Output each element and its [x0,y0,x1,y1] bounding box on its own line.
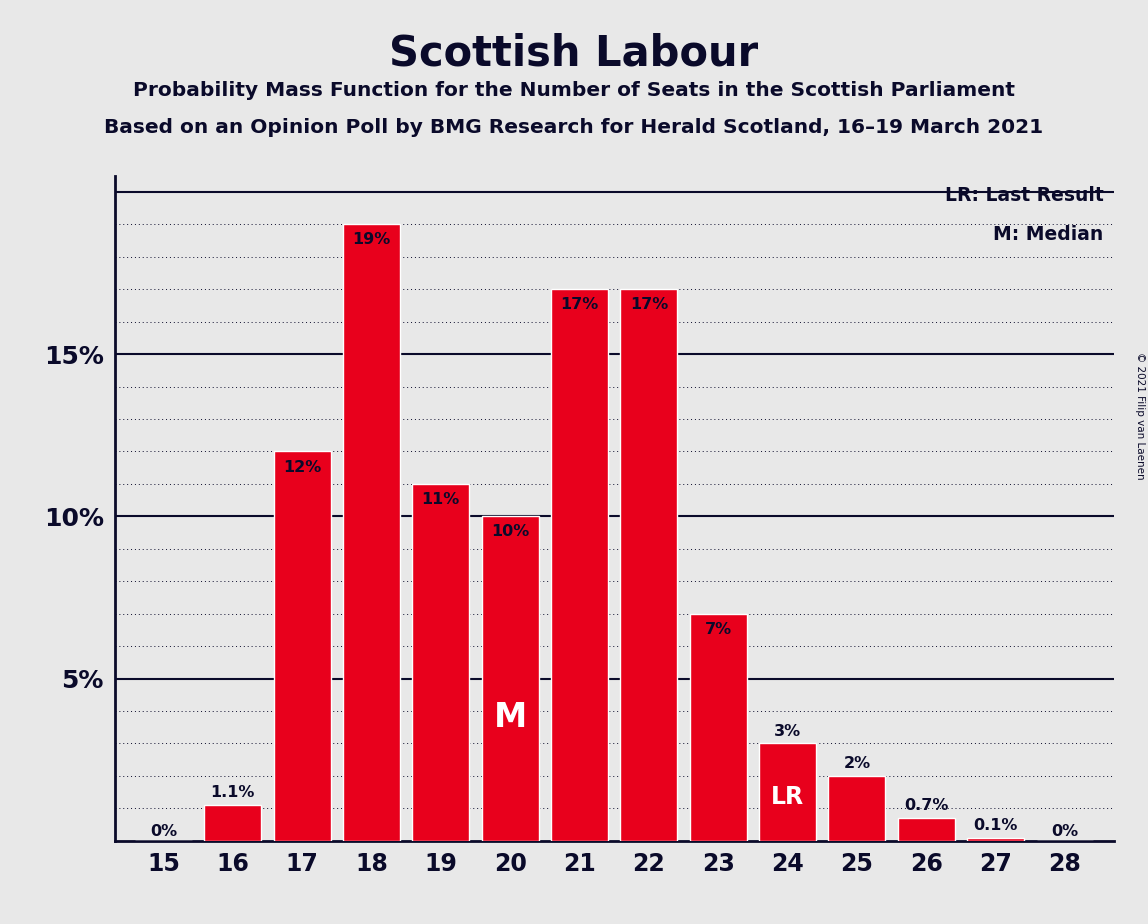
Text: 0.7%: 0.7% [905,798,948,813]
Text: © 2021 Filip van Laenen: © 2021 Filip van Laenen [1135,352,1145,480]
Text: LR: Last Result: LR: Last Result [945,186,1103,204]
Text: 2%: 2% [844,756,870,771]
Text: 17%: 17% [630,298,668,312]
Text: Based on an Opinion Poll by BMG Research for Herald Scotland, 16–19 March 2021: Based on an Opinion Poll by BMG Research… [104,118,1044,138]
Bar [551,289,608,841]
Bar [482,517,538,841]
Bar [898,818,955,841]
Bar [204,805,261,841]
Bar [759,744,816,841]
Text: LR: LR [771,785,804,809]
Text: 1.1%: 1.1% [210,785,255,800]
Bar [343,225,400,841]
Bar [273,452,331,841]
Text: 0%: 0% [149,824,177,839]
Text: 3%: 3% [774,723,801,738]
Bar [620,289,677,841]
Text: 0.1%: 0.1% [974,818,1018,833]
Text: 0%: 0% [1052,824,1079,839]
Text: 7%: 7% [705,622,731,637]
Bar [690,614,746,841]
Bar [412,484,470,841]
Bar [968,837,1024,841]
Text: Scottish Labour: Scottish Labour [389,32,759,74]
Text: Probability Mass Function for the Number of Seats in the Scottish Parliament: Probability Mass Function for the Number… [133,81,1015,101]
Bar [829,776,885,841]
Text: 17%: 17% [560,298,598,312]
Text: 19%: 19% [352,232,390,248]
Text: M: M [494,701,527,734]
Text: 11%: 11% [421,492,460,507]
Text: 10%: 10% [491,525,529,540]
Text: M: Median: M: Median [993,225,1103,245]
Text: 12%: 12% [282,459,321,475]
